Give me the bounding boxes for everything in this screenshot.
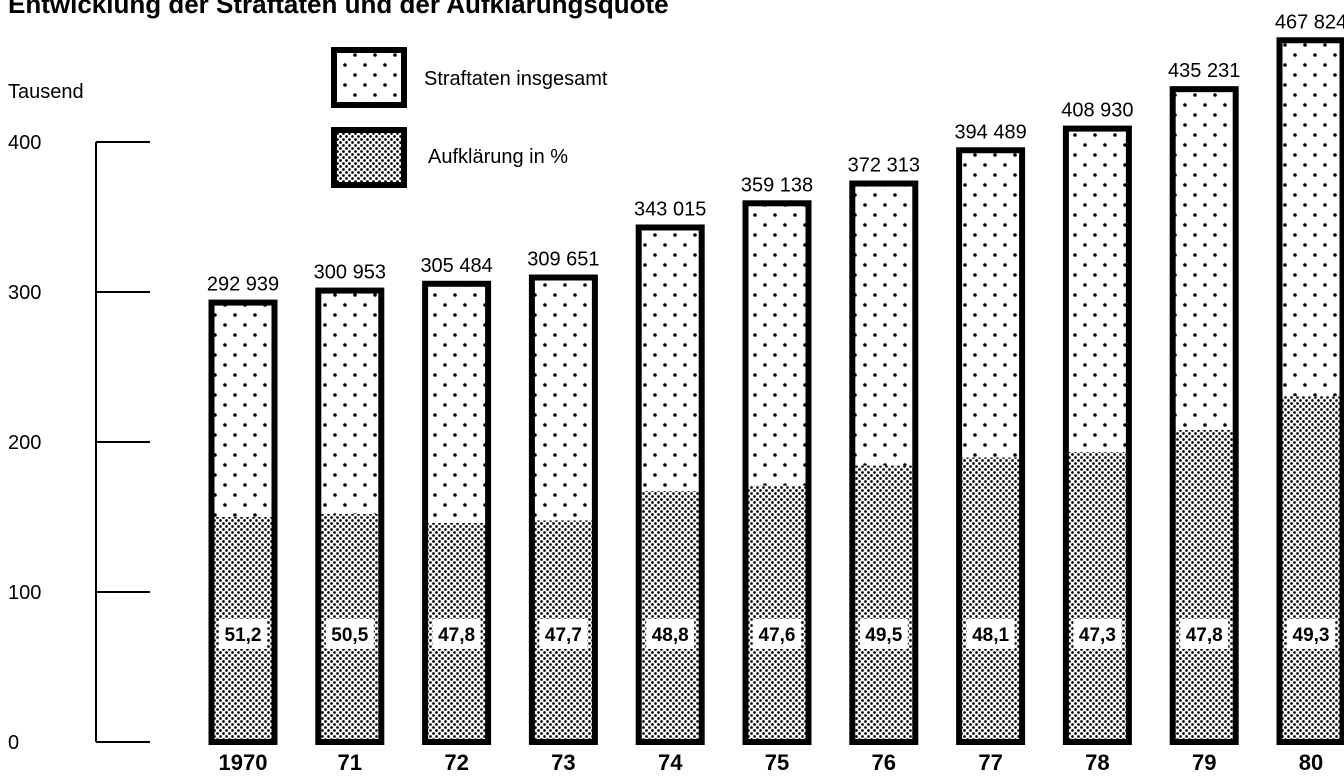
pct-label-box: [1073, 619, 1122, 649]
bar-total-label: 343 015: [634, 198, 706, 220]
bar-pct-label: 47,6: [759, 625, 796, 646]
bar-segment-cleared: [852, 465, 916, 742]
bar-total-label: 435 231: [1168, 60, 1240, 82]
bar-outline: [1062, 125, 1132, 746]
chart-title: Entwicklung der Straftaten und der Aufkl…: [8, 0, 669, 19]
bar-outline: [742, 200, 812, 745]
y-tick-label: 300: [8, 282, 41, 304]
bar-segment-cleared: [1065, 451, 1129, 742]
y-tick-label: 200: [8, 432, 41, 454]
bar-outline: [528, 274, 598, 745]
bar-segment-total: [1065, 128, 1129, 452]
bar-segment-cleared: [638, 490, 702, 742]
bar-pct-label: 48,8: [652, 625, 689, 646]
bar-segment-total: [318, 290, 382, 515]
bar-segment-total: [211, 302, 275, 518]
bar-segment-total: [852, 183, 916, 466]
bar-outline: [315, 287, 385, 745]
x-tick-label: 71: [338, 750, 362, 775]
x-tick-label: 80: [1299, 750, 1323, 775]
legend-label-total: Straftaten insgesamt: [424, 68, 608, 90]
bar-segment-total: [959, 150, 1023, 458]
bar-pct-label: 47,8: [438, 625, 475, 646]
legend-swatch-clearance: [331, 127, 407, 188]
x-tick-label: 77: [978, 750, 1002, 775]
bar-segment-total: [425, 283, 489, 523]
bar-pct-label: 51,2: [225, 625, 262, 646]
y-axis-ticks: 0 100 200 300 400: [8, 132, 150, 754]
x-tick-label: 78: [1085, 750, 1109, 775]
bar-total-label: 359 138: [741, 174, 813, 196]
pct-label-box: [966, 619, 1015, 649]
bar-segment-total: [531, 277, 595, 521]
bar-total-label: 394 489: [954, 121, 1026, 143]
x-tick-label: 76: [872, 750, 896, 775]
bar-pct-label: 49,3: [1293, 625, 1330, 646]
bar-pct-label: 47,7: [545, 625, 582, 646]
bar-total-label: 309 651: [527, 249, 599, 271]
bar-total-label: 372 313: [848, 155, 920, 177]
bar-outline: [956, 147, 1026, 746]
pct-label-box: [539, 619, 588, 649]
bars-group: 292 939 51,2 1970 300 953 50,5 71 305 484 47,8 7…: [207, 11, 1344, 775]
pct-label-box: [753, 619, 801, 649]
bar-segment-cleared: [1172, 429, 1236, 742]
bar-total-label: 292 939: [207, 274, 279, 296]
pct-label-box: [432, 619, 481, 649]
bar-segment-total: [745, 203, 809, 486]
y-tick-label: 0: [8, 732, 19, 754]
bar-total-label: 408 930: [1061, 100, 1133, 122]
pct-label-box: [325, 619, 374, 649]
bar-segment-cleared: [959, 457, 1023, 742]
pct-label-box: [1180, 619, 1229, 649]
x-tick-label: 74: [658, 750, 683, 775]
bar-pct-label: 48,1: [972, 625, 1009, 646]
bar-pct-label: 47,3: [1079, 625, 1116, 646]
bar-outline: [849, 180, 919, 745]
bar-outline: [635, 224, 705, 746]
bar-outline: [1169, 86, 1239, 745]
bar-segment-cleared: [1279, 396, 1343, 742]
bar-outline: [208, 299, 278, 745]
x-tick-label: 75: [765, 750, 789, 775]
pct-label-box: [646, 619, 695, 649]
y-tick-label: 400: [8, 132, 41, 154]
bar-total-label: 300 953: [314, 262, 386, 284]
x-tick-label: 1970: [219, 750, 268, 775]
pct-label-box: [859, 619, 908, 649]
bar-segment-total: [1172, 89, 1236, 430]
bar-pct-label: 47,8: [1186, 625, 1223, 646]
bar-outline: [422, 280, 492, 745]
bar-total-label: 467 824: [1275, 11, 1344, 33]
legend: Straftaten insgesamt Aufklärung in %: [331, 47, 608, 188]
bar-segment-total: [638, 227, 702, 491]
legend-swatch-total: [331, 47, 407, 108]
pct-label-box: [1287, 619, 1335, 649]
bar-segment-cleared: [745, 485, 809, 742]
bar-outline: [1276, 37, 1344, 746]
bar-segment-total: [1279, 40, 1343, 397]
x-tick-label: 72: [444, 750, 468, 775]
bar-total-label: 305 484: [420, 255, 492, 277]
bar-pct-label: 50,5: [331, 625, 368, 646]
pct-label-box: [219, 619, 267, 649]
x-tick-label: 73: [551, 750, 575, 775]
legend-label-clearance: Aufklärung in %: [428, 146, 568, 168]
y-axis-unit-label: Tausend: [8, 81, 84, 103]
x-tick-label: 79: [1192, 750, 1216, 775]
y-tick-label: 100: [8, 582, 41, 604]
bar-pct-label: 49,5: [865, 625, 902, 646]
